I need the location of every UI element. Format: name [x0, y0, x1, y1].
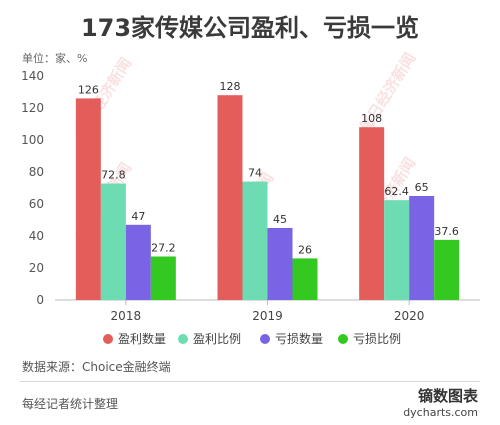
x-tick-label: 2018: [111, 309, 142, 323]
bar-value-label: 65: [415, 181, 429, 194]
bar-value-label: 74: [248, 167, 262, 180]
unit-label: 单位：家、%: [22, 52, 88, 65]
bar-value-label: 26: [298, 243, 312, 256]
bar-value-label: 47: [131, 210, 145, 223]
legend-swatch: [338, 333, 348, 344]
bar-1: [75, 98, 101, 301]
bar-3: [267, 228, 293, 300]
legend-label: 亏损数量: [275, 332, 324, 346]
bar-2: [242, 181, 268, 300]
legend-swatch: [103, 333, 113, 344]
brand-site: dycharts.com: [403, 406, 478, 419]
data-source: 数据来源：Choice金融终端: [22, 360, 171, 374]
brand-name: 镝数图表: [417, 387, 478, 405]
legend-swatch: [260, 333, 270, 344]
bar-value-label: 37.6: [434, 225, 459, 238]
legend-label: 盈利数量: [118, 332, 167, 346]
y-tick-label: 140: [21, 69, 44, 83]
bar-value-label: 126: [78, 83, 99, 96]
y-tick-label: 20: [29, 261, 44, 275]
bar-2: [100, 183, 126, 300]
bar-value-label: 45: [273, 213, 287, 226]
bar-value-label: 108: [361, 112, 382, 125]
x-tick-label: 2020: [394, 309, 425, 323]
bar-1: [359, 127, 385, 300]
bar-3: [409, 196, 435, 300]
bar-4: [292, 258, 318, 300]
bar-2: [384, 200, 410, 300]
y-tick-label: 40: [29, 229, 44, 243]
legend-item: 盈利数量: [103, 330, 166, 347]
bar-1: [217, 95, 243, 300]
legend-swatch: [178, 333, 188, 344]
x-tick-label: 2019: [252, 309, 283, 323]
y-tick-label: 60: [29, 197, 44, 211]
legend-label: 亏损比例: [353, 332, 402, 346]
footer-divider: [20, 381, 480, 382]
bar-3: [125, 224, 151, 300]
chart-title: 173家传媒公司盈利、亏损一览: [80, 14, 420, 42]
bar-value-label: 27.2: [151, 241, 176, 254]
legend-item: 亏损比例: [338, 330, 401, 347]
y-tick-label: 120: [21, 101, 44, 115]
legend-label: 盈利比例: [193, 332, 242, 346]
bar-value-label: 72.8: [101, 169, 126, 182]
legend-item: 盈利比例: [178, 330, 241, 347]
bar-4: [434, 239, 460, 300]
legend-item: 亏损数量: [260, 330, 323, 347]
y-tick-label: 0: [36, 293, 44, 307]
footer-note: 每经记者统计整理: [22, 397, 119, 411]
bar-4: [150, 256, 176, 300]
y-tick-label: 80: [29, 165, 44, 179]
bar-chart: 每日经济新闻每日经济新闻每日经济新闻每日经济新闻每日经济新闻0204060801…: [21, 49, 480, 323]
bar-value-label: 62.4: [384, 185, 409, 198]
bar-value-label: 128: [220, 80, 241, 93]
y-tick-label: 100: [21, 133, 44, 147]
